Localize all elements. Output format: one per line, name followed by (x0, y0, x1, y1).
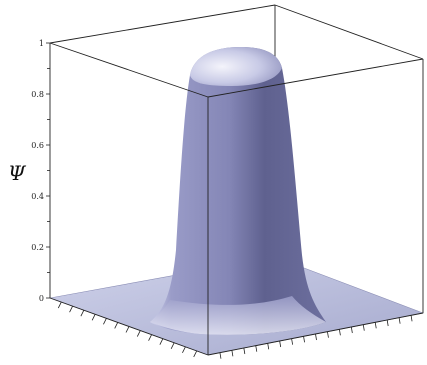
base-axis-ticks (57, 301, 413, 359)
y-tick-mark (327, 331, 329, 338)
y-tick-mark (374, 322, 377, 329)
z-tick-label: 1 (39, 39, 44, 48)
x-tick-mark (69, 305, 73, 313)
y-tick-mark (231, 350, 234, 357)
y-tick-mark (398, 317, 401, 324)
y-tick-mark (386, 319, 389, 327)
z-tick-label: 0.4 (31, 192, 44, 201)
z-axis: 0 0.2 0.4 0.6 0.8 1 (31, 39, 50, 303)
y-tick-mark (338, 329, 341, 336)
x-tick-mark (103, 318, 107, 325)
z-tick-label: 0.6 (31, 141, 44, 150)
y-tick-mark (303, 336, 305, 343)
y-tick-mark (350, 326, 353, 334)
y-tick-mark (267, 343, 270, 350)
z-tick-label: 0 (39, 294, 44, 303)
y-tick-mark (315, 333, 317, 341)
z-tick-label: 0.2 (31, 243, 44, 252)
x-tick-mark (136, 330, 141, 337)
y-tick-mark (291, 338, 294, 345)
x-tick-mark (193, 350, 198, 358)
y-tick-mark (255, 345, 258, 352)
z-tick-label: 0.8 (31, 90, 44, 99)
x-tick-mark (91, 314, 96, 321)
y-tick-mark (243, 347, 246, 355)
y-tick-mark (219, 352, 222, 359)
x-tick-mark (114, 322, 119, 329)
z-axis-label: Ψ (8, 161, 27, 185)
x-tick-mark (148, 334, 152, 341)
y-tick-mark (279, 340, 282, 348)
y-tick-mark (362, 324, 365, 331)
surface-plateau (150, 47, 326, 335)
x-tick-mark (80, 310, 85, 317)
x-tick-mark (125, 326, 130, 333)
x-tick-mark (170, 342, 175, 349)
x-tick-mark (182, 346, 186, 354)
x-tick-mark (57, 301, 62, 309)
x-tick-mark (159, 338, 164, 345)
y-tick-mark (410, 315, 413, 322)
